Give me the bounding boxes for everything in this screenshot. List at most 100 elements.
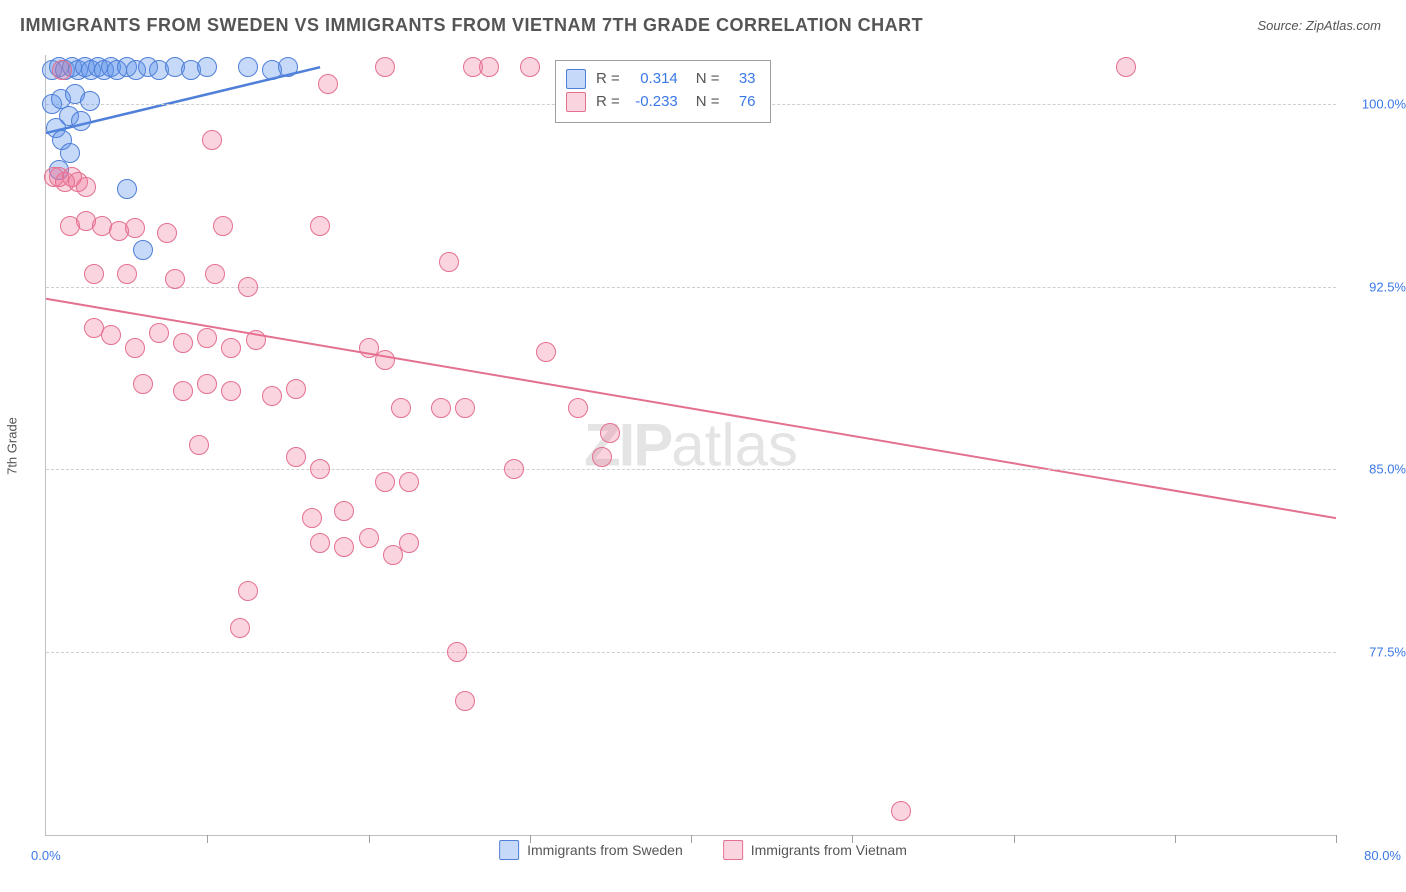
scatter-point-vietnam <box>262 386 282 406</box>
scatter-point-vietnam <box>375 57 395 77</box>
gridline-h <box>46 652 1336 653</box>
scatter-plot-area: ZIPatlas 0.0% 80.0% 100.0%92.5%85.0%77.5… <box>45 55 1336 836</box>
legend-swatch <box>499 840 519 860</box>
scatter-point-vietnam <box>101 325 121 345</box>
corr-swatch <box>566 92 586 112</box>
scatter-point-sweden <box>238 57 258 77</box>
scatter-point-vietnam <box>310 533 330 553</box>
corr-row-blue: R = 0.314 N = 33 <box>566 67 756 90</box>
source-name: ZipAtlas.com <box>1306 18 1381 33</box>
corr-n-label: N = <box>696 90 720 113</box>
scatter-point-vietnam <box>455 398 475 418</box>
trend-lines <box>46 55 1336 835</box>
scatter-point-vietnam <box>334 501 354 521</box>
y-tick-label: 92.5% <box>1346 279 1406 294</box>
scatter-point-vietnam <box>84 264 104 284</box>
scatter-point-vietnam <box>286 379 306 399</box>
corr-r-value: -0.233 <box>630 90 678 113</box>
legend-item: Immigrants from Vietnam <box>723 840 907 860</box>
x-axis-min-label: 0.0% <box>31 848 61 863</box>
scatter-point-vietnam <box>375 350 395 370</box>
scatter-point-vietnam <box>165 269 185 289</box>
scatter-point-vietnam <box>238 581 258 601</box>
scatter-point-vietnam <box>221 381 241 401</box>
corr-r-label: R = <box>596 90 620 113</box>
scatter-point-vietnam <box>334 537 354 557</box>
scatter-point-vietnam <box>399 472 419 492</box>
scatter-point-vietnam <box>455 691 475 711</box>
scatter-point-sweden <box>71 111 91 131</box>
scatter-point-sweden <box>133 240 153 260</box>
scatter-point-vietnam <box>173 381 193 401</box>
scatter-point-vietnam <box>439 252 459 272</box>
y-tick-label: 100.0% <box>1346 96 1406 111</box>
scatter-point-vietnam <box>205 264 225 284</box>
legend-label: Immigrants from Sweden <box>527 842 683 858</box>
scatter-point-vietnam <box>173 333 193 353</box>
scatter-point-vietnam <box>536 342 556 362</box>
scatter-point-vietnam <box>431 398 451 418</box>
x-tick <box>369 835 370 843</box>
y-tick-label: 77.5% <box>1346 645 1406 660</box>
corr-swatch <box>566 69 586 89</box>
scatter-point-vietnam <box>318 74 338 94</box>
y-axis-title: 7th Grade <box>5 417 20 475</box>
scatter-point-vietnam <box>52 60 72 80</box>
scatter-point-sweden <box>117 179 137 199</box>
scatter-point-vietnam <box>238 277 258 297</box>
scatter-point-vietnam <box>568 398 588 418</box>
scatter-point-vietnam <box>149 323 169 343</box>
x-tick <box>1014 835 1015 843</box>
x-axis-max-label: 80.0% <box>1364 848 1401 863</box>
scatter-point-vietnam <box>197 374 217 394</box>
corr-r-value: 0.314 <box>630 67 678 90</box>
scatter-point-vietnam <box>189 435 209 455</box>
series-legend: Immigrants from Sweden Immigrants from Vi… <box>499 840 907 860</box>
scatter-point-vietnam <box>302 508 322 528</box>
scatter-point-vietnam <box>391 398 411 418</box>
x-tick <box>1336 835 1337 843</box>
scatter-point-vietnam <box>125 218 145 238</box>
scatter-point-vietnam <box>76 177 96 197</box>
corr-r-label: R = <box>596 67 620 90</box>
trendline-pink <box>46 299 1336 518</box>
corr-n-value: 76 <box>730 90 756 113</box>
legend-item: Immigrants from Sweden <box>499 840 683 860</box>
scatter-point-vietnam <box>213 216 233 236</box>
scatter-point-vietnam <box>592 447 612 467</box>
scatter-point-vietnam <box>359 528 379 548</box>
gridline-h <box>46 469 1336 470</box>
scatter-point-vietnam <box>230 618 250 638</box>
scatter-point-vietnam <box>399 533 419 553</box>
scatter-point-vietnam <box>197 328 217 348</box>
corr-n-value: 33 <box>730 67 756 90</box>
source-credit: Source: ZipAtlas.com <box>1257 18 1381 33</box>
scatter-point-sweden <box>197 57 217 77</box>
scatter-point-vietnam <box>117 264 137 284</box>
scatter-point-vietnam <box>447 642 467 662</box>
scatter-point-vietnam <box>1116 57 1136 77</box>
source-prefix: Source: <box>1257 18 1305 33</box>
scatter-point-vietnam <box>157 223 177 243</box>
scatter-point-vietnam <box>891 801 911 821</box>
scatter-point-vietnam <box>246 330 266 350</box>
scatter-point-vietnam <box>375 472 395 492</box>
scatter-point-vietnam <box>504 459 524 479</box>
scatter-point-vietnam <box>310 216 330 236</box>
scatter-point-vietnam <box>479 57 499 77</box>
correlation-legend: R = 0.314 N = 33 R = -0.233 N = 76 <box>555 60 771 123</box>
scatter-point-vietnam <box>600 423 620 443</box>
corr-row-pink: R = -0.233 N = 76 <box>566 90 756 113</box>
y-tick-label: 85.0% <box>1346 462 1406 477</box>
scatter-point-vietnam <box>133 374 153 394</box>
legend-swatch <box>723 840 743 860</box>
scatter-point-sweden <box>60 143 80 163</box>
x-tick <box>1175 835 1176 843</box>
legend-label: Immigrants from Vietnam <box>751 842 907 858</box>
scatter-point-vietnam <box>221 338 241 358</box>
scatter-point-vietnam <box>202 130 222 150</box>
scatter-point-vietnam <box>310 459 330 479</box>
corr-n-label: N = <box>696 67 720 90</box>
scatter-point-sweden <box>80 91 100 111</box>
x-tick <box>207 835 208 843</box>
